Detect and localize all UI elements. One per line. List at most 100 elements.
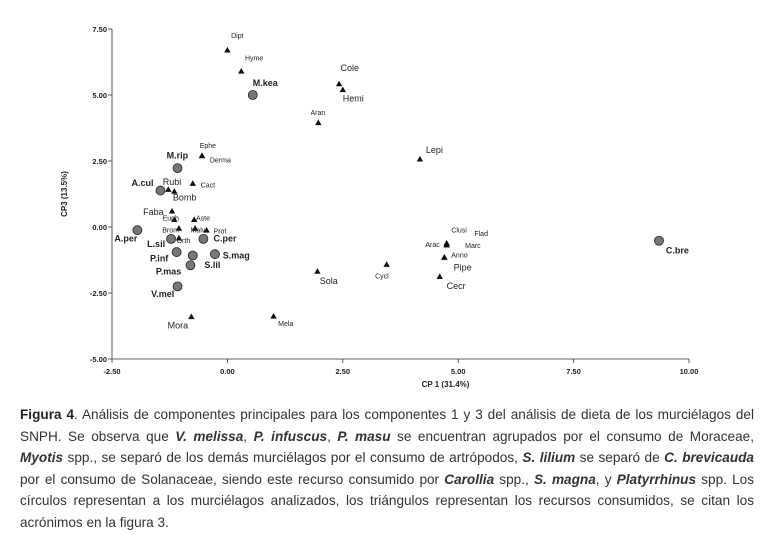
resource-label: Dipt	[231, 33, 244, 40]
x-axis-title: CP 1 (31.4%)	[422, 380, 470, 389]
caption-text: se separó de	[575, 450, 665, 465]
bat-label: C.per	[214, 234, 238, 244]
y-tick-label: 5.00	[92, 91, 107, 100]
resource-label: Lepi	[426, 145, 443, 155]
resource-label: Orth	[177, 238, 191, 245]
bat-label: P.inf	[150, 253, 169, 263]
caption-body: . Análisis de componentes principales pa…	[20, 407, 754, 530]
resource-triangle	[339, 86, 346, 93]
resource-triangle	[171, 216, 178, 223]
y-tick-label: -5.00	[90, 355, 107, 364]
y-tick-label: -2.50	[90, 289, 107, 298]
resource-triangle	[315, 119, 322, 126]
resource-label: Marc	[465, 243, 481, 250]
resource-label: Cact	[201, 182, 215, 189]
marks: Dipt Hyme Cole Hemi Aran Lepi Ephe Derma Cact Bom…	[114, 33, 689, 330]
bat-label: L.sil	[147, 239, 165, 249]
resource-label: Prot	[214, 229, 227, 236]
resource-triangle	[238, 68, 245, 74]
x-tick-label: 5.00	[451, 367, 466, 376]
resource-triangle	[175, 234, 183, 241]
caption-taxon: S. magna	[533, 471, 596, 487]
resource-triangle	[188, 313, 195, 320]
resource-triangle	[171, 188, 178, 194]
resource-triangle	[175, 225, 183, 231]
resource-label: Derma	[210, 157, 231, 164]
bat-label: S.mag	[223, 251, 250, 261]
resource-triangle	[270, 313, 277, 319]
caption-taxon: Myotis	[20, 450, 64, 465]
resource-triangle	[443, 241, 450, 248]
resource-triangle	[441, 254, 448, 260]
resource-triangle	[165, 186, 172, 192]
axes: -2.50 0.00 2.50 5.00 7.50 10.00 7.50 5.00 2.50 0.…	[60, 25, 698, 389]
bat-label: P.mas	[156, 267, 181, 277]
resource-label: Arac	[425, 242, 440, 249]
resource-label: Faba	[143, 207, 164, 217]
resource-label: Malv	[190, 227, 205, 234]
bat-label: A.cul	[132, 178, 154, 188]
y-tick-label: 2.50	[92, 157, 107, 166]
bat-point	[172, 163, 183, 174]
y-tick-label: 7.50	[92, 25, 107, 34]
y-tick-label: 0.00	[92, 223, 107, 232]
caption-taxon: Carollia	[444, 471, 495, 487]
resource-triangle	[335, 80, 343, 87]
bat-point	[654, 235, 664, 246]
x-tick-label: 7.50	[566, 367, 581, 376]
resource-label: Aste	[196, 215, 210, 222]
resource-triangle	[314, 268, 321, 274]
resource-label: Clusi	[451, 227, 467, 234]
resource-label: Mora	[168, 321, 189, 331]
resource-triangle	[203, 226, 210, 233]
resource-label: Mela	[278, 321, 293, 328]
resource-label: Cycl	[375, 273, 389, 280]
caption-text: . Análisis de componentes principales pa…	[20, 407, 755, 444]
bat-point	[198, 233, 209, 244]
x-tick-label: -2.50	[103, 367, 120, 376]
bat-point	[185, 260, 196, 271]
caption-text: ,	[243, 428, 254, 444]
resource-triangle	[168, 207, 176, 214]
resource-label: Hyme	[245, 56, 263, 63]
caption-text: ,	[327, 428, 338, 444]
bat-label: V.mel	[151, 289, 174, 299]
resource-triangle	[224, 46, 231, 53]
resource-label: Cecr	[447, 281, 466, 291]
caption-taxon: P. masu	[337, 428, 391, 444]
caption-text: spp.,	[494, 471, 534, 487]
caption-taxon: S. lilium	[522, 450, 576, 465]
resource-triangle	[191, 225, 199, 231]
x-tick-label: 2.50	[335, 367, 350, 376]
bat-point	[171, 247, 182, 257]
caption-text: por el consumo de Solanaceae, siendo est…	[20, 471, 445, 487]
caption-taxon: P. infuscus	[253, 428, 328, 444]
resource-label: Cole	[340, 63, 359, 73]
caption-text: , y	[595, 471, 617, 487]
resource-label: Rubi	[163, 177, 182, 187]
resource-label: Bomb	[173, 193, 197, 203]
resource-label: Flad	[474, 231, 488, 238]
bat-label: C.bre	[666, 245, 689, 255]
bat-point	[155, 185, 166, 196]
resource-label: Sola	[320, 276, 338, 286]
x-tick-label: 10.00	[680, 367, 699, 376]
caption-taxon: C. brevicauda	[664, 450, 754, 465]
caption-text: se encuentran agrupados por el consumo d…	[390, 428, 754, 444]
caption-taxon: V. melissa	[175, 428, 244, 444]
bat-label: M.kea	[253, 78, 279, 88]
resource-triangle	[416, 155, 424, 162]
resource-label: Ephe	[200, 143, 216, 150]
bat-point	[172, 281, 183, 292]
resource-triangle	[436, 273, 443, 280]
bat-point	[247, 90, 258, 100]
y-axis-title: CP3 (13.5%)	[60, 171, 69, 217]
resource-label: Aran	[310, 110, 325, 117]
bat-label: A.per	[114, 234, 138, 244]
bat-label: M.rip	[167, 150, 189, 160]
resource-label: Anno	[451, 252, 467, 259]
bat-point	[187, 250, 198, 261]
pca-scatter-chart: -2.50 0.00 2.50 5.00 7.50 10.00 7.50 5.00 2.50 0.…	[60, 25, 698, 389]
resource-label: Brom	[162, 227, 179, 234]
resource-triangle	[189, 180, 196, 186]
